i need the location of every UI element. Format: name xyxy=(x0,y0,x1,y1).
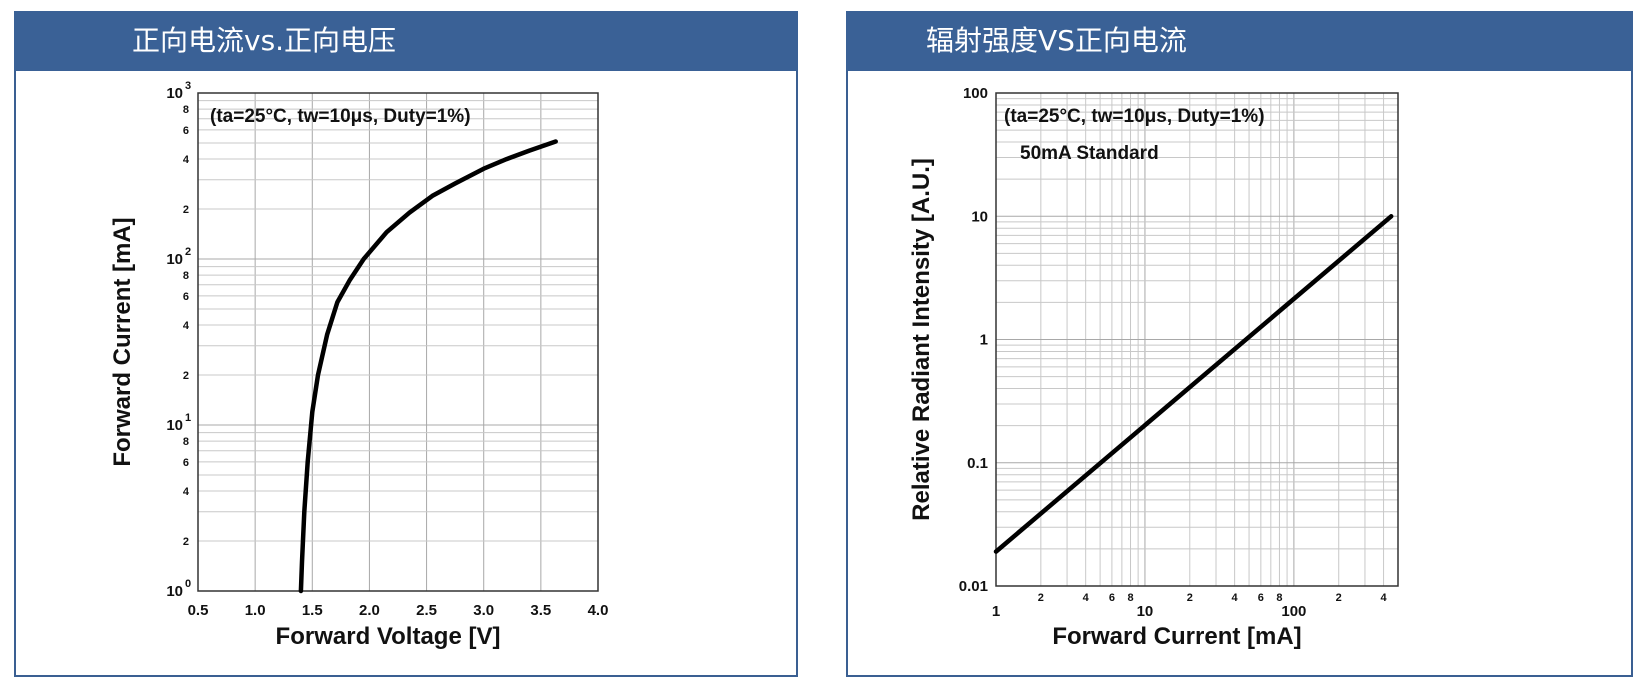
x-tick-labels: 0.5 1.0 1.5 2.0 2.5 3.0 3.5 4.0 xyxy=(188,602,609,619)
grid xyxy=(995,93,1399,587)
x-minor-tick-label: 8 xyxy=(1127,592,1133,604)
y-minor-tick-label: 2 xyxy=(183,204,189,216)
y-minor-tick-label: 4 xyxy=(183,320,190,332)
x-tick-label: 1 xyxy=(992,603,1000,620)
y-minor-tick-label: 8 xyxy=(183,270,189,282)
intensity-line xyxy=(993,214,1394,554)
y-tick-labels: 0.01 0.1 1 10 100 xyxy=(959,85,988,595)
y-tick-label: 10 xyxy=(166,417,183,434)
chart-panel-radiant-intensity-vs-current: 辐射强度VS正向电流 0.01 0.1 1 10 100 1 10 100 2 4 6 8 2 4 6 8 2… xyxy=(846,11,1633,677)
x-minor-tick-label: 2 xyxy=(1336,592,1342,604)
x-tick-label: 2.0 xyxy=(359,602,380,619)
x-tick-label: 3.0 xyxy=(473,602,494,619)
y-minor-tick-label: 6 xyxy=(183,291,189,303)
x-minor-tick-label: 4 xyxy=(1083,592,1090,604)
panel-header: 辐射强度VS正向电流 xyxy=(846,11,1633,71)
y-tick-exponent: 3 xyxy=(185,80,191,92)
x-tick-label: 3.5 xyxy=(530,602,551,619)
panel-header: 正向电流vs.正向电压 xyxy=(14,11,798,71)
x-minor-tick-label: 4 xyxy=(1232,592,1239,604)
y-minor-tick-label: 8 xyxy=(183,436,189,448)
x-tick-label: 10 xyxy=(1137,603,1154,620)
conditions-annotation: (ta=25°C, tw=10μs, Duty=1%) xyxy=(210,106,471,127)
x-tick-label: 0.5 xyxy=(188,602,209,619)
x-minor-tick-label: 4 xyxy=(1381,592,1388,604)
y-tick-exponent: 0 xyxy=(185,578,191,590)
x-axis-title: Forward Voltage [V] xyxy=(276,623,501,650)
y-tick-exponent: 1 xyxy=(185,412,191,424)
y-minor-tick-label: 2 xyxy=(183,536,189,548)
y-minor-tick-label: 6 xyxy=(183,457,189,469)
x-tick-label: 1.0 xyxy=(245,602,266,619)
x-minor-tick-label: 2 xyxy=(1038,592,1044,604)
x-minor-tick-label: 6 xyxy=(1109,592,1115,604)
y-minor-tick-label: 4 xyxy=(183,154,190,166)
y-minor-tick-label: 2 xyxy=(183,370,189,382)
y-tick-label: 10 xyxy=(166,85,183,102)
y-tick-label: 0.01 xyxy=(959,578,988,595)
x-axis-title: Forward Current [mA] xyxy=(1052,623,1301,650)
y-tick-label: 10 xyxy=(971,208,988,225)
y-tick-exponent: 2 xyxy=(185,246,191,258)
standard-annotation: 50mA Standard xyxy=(1020,143,1159,164)
iv-curve-line xyxy=(298,139,558,594)
y-minor-tick-label: 8 xyxy=(183,104,189,116)
y-axis-title: Forward Current [mA] xyxy=(109,217,136,466)
chart-panel-forward-current-vs-voltage: 正向电流vs.正向电压 10 0 10 1 10 2 10 3 2 4 6 8 2 4 6 8 2 4 6 8 0.5… xyxy=(14,11,798,677)
x-minor-tick-label: 8 xyxy=(1276,592,1282,604)
conditions-annotation: (ta=25°C, tw=10μs, Duty=1%) xyxy=(1004,106,1265,127)
y-minor-tick-label: 4 xyxy=(183,486,190,498)
y-tick-label: 100 xyxy=(963,85,988,102)
y-tick-label: 10 xyxy=(166,251,183,268)
x-tick-label: 1.5 xyxy=(302,602,323,619)
x-tick-label: 2.5 xyxy=(416,602,437,619)
x-tick-label: 100 xyxy=(1281,603,1306,620)
x-minor-tick-label: 6 xyxy=(1258,592,1264,604)
y-tick-label: 10 xyxy=(166,583,183,600)
grid xyxy=(197,93,599,592)
plot-frame xyxy=(197,92,599,592)
plot-frame xyxy=(995,92,1399,587)
y-axis-title: Relative Radiant Intensity [A.U.] xyxy=(908,158,935,521)
y-tick-label: 0.1 xyxy=(967,455,988,472)
y-minor-tick-label: 6 xyxy=(183,125,189,137)
y-tick-label: 1 xyxy=(980,332,988,349)
x-minor-tick-label: 2 xyxy=(1187,592,1193,604)
x-tick-label: 4.0 xyxy=(588,602,609,619)
